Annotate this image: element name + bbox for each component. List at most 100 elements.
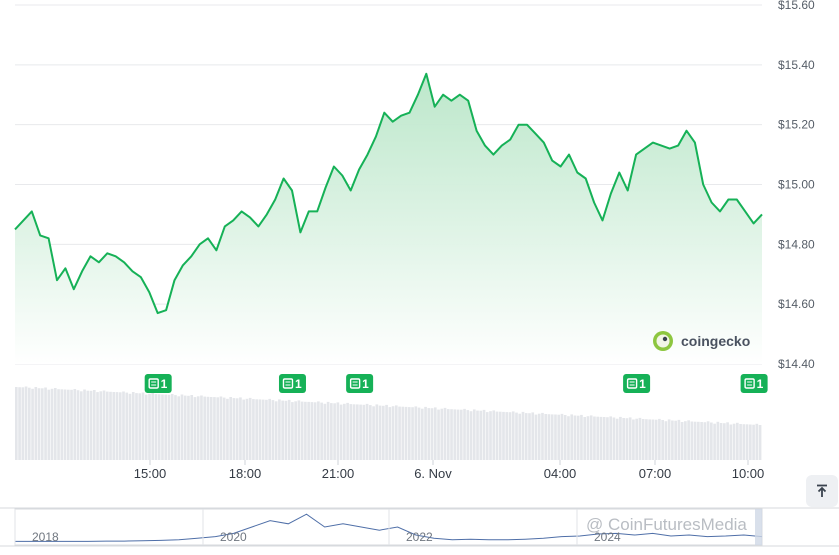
- x-tick-label: 04:00: [544, 466, 577, 481]
- volume-bar: [440, 408, 444, 460]
- volume-bar: [641, 419, 645, 460]
- volume-bar: [144, 394, 148, 460]
- volume-bar: [294, 401, 297, 460]
- volume-bar: [378, 405, 382, 460]
- volume-bar: [37, 388, 41, 460]
- volume-bar: [128, 393, 132, 460]
- volume-bar: [92, 390, 96, 460]
- volume-bar: [336, 402, 340, 460]
- volume-bar: [284, 400, 288, 460]
- news-badges[interactable]: 1 1 1 1 1: [144, 374, 768, 393]
- volume-bar: [157, 394, 161, 460]
- volume-bar: [297, 400, 301, 460]
- volume-bar: [742, 424, 746, 460]
- volume-bar: [729, 424, 733, 460]
- volume-bar: [453, 409, 457, 460]
- volume-bar: [537, 413, 541, 460]
- volume-bar: [183, 395, 187, 460]
- volume-bar: [395, 405, 398, 460]
- volume-bar: [580, 414, 583, 460]
- volume-bar: [502, 411, 505, 460]
- volume-bar: [658, 418, 661, 460]
- volume-bar: [654, 419, 658, 460]
- volume-bar: [109, 391, 112, 460]
- volume-bar: [196, 396, 200, 460]
- volume-bar: [427, 408, 431, 460]
- volume-bar: [524, 413, 528, 460]
- volume-bar: [148, 393, 151, 460]
- x-tick-label: 07:00: [639, 466, 672, 481]
- volume-bar: [232, 398, 236, 460]
- news-badge[interactable]: 1: [346, 374, 374, 393]
- volume-bar: [239, 397, 242, 460]
- y-tick-label: $15.60: [778, 0, 815, 12]
- volume-bar: [518, 413, 522, 460]
- volume-bar: [203, 396, 207, 460]
- volume-bar: [573, 415, 577, 460]
- volume-bar: [632, 419, 635, 460]
- volume-bar: [222, 397, 226, 460]
- navigator-tick-label: 2024: [594, 530, 621, 544]
- news-badge-count: 1: [295, 377, 302, 391]
- volume-bar: [31, 388, 34, 460]
- newspaper-icon: [282, 378, 294, 389]
- volume-bar: [716, 421, 720, 460]
- volume-bar: [450, 409, 453, 460]
- volume-bar: [596, 416, 600, 460]
- volume-bar: [388, 407, 392, 460]
- volume-bar: [589, 415, 593, 460]
- volume-bar: [151, 393, 155, 460]
- volume-bar: [706, 421, 710, 460]
- navigator[interactable]: 2018 2020 2022 2024: [0, 507, 839, 547]
- volume-bar: [411, 407, 414, 460]
- volume-bar: [674, 420, 677, 460]
- volume-bar: [96, 392, 99, 460]
- volume-bar: [164, 394, 168, 460]
- volume-bar: [209, 397, 213, 460]
- volume-bar: [190, 395, 194, 460]
- volume-bar: [599, 416, 603, 460]
- volume-bar: [541, 412, 544, 460]
- volume-bar: [443, 407, 447, 460]
- volume-bar: [430, 408, 434, 460]
- volume-bar: [50, 388, 54, 460]
- volume-bar: [664, 421, 668, 460]
- y-tick-label: $14.80: [778, 237, 815, 251]
- volume-bar: [66, 389, 70, 460]
- volume-bar: [645, 419, 648, 460]
- volume-bar: [274, 401, 278, 460]
- volume-bar: [391, 406, 395, 460]
- volume-bar: [161, 394, 164, 460]
- volume-bar: [719, 423, 723, 460]
- volume-bar: [690, 421, 694, 460]
- x-tick-label: 18:00: [229, 466, 262, 481]
- volume-bar: [476, 410, 479, 460]
- volume-bar: [489, 411, 492, 460]
- volume-bar: [466, 410, 470, 460]
- volume-bar: [369, 405, 372, 460]
- volume-bar: [135, 393, 138, 460]
- volume-bar: [606, 417, 609, 460]
- scroll-top-button[interactable]: [806, 475, 838, 507]
- news-badge[interactable]: 1: [623, 374, 651, 393]
- volume-bar: [291, 402, 294, 460]
- volume-bar: [346, 402, 349, 460]
- volume-bar: [60, 389, 64, 460]
- news-badge[interactable]: 1: [144, 374, 172, 393]
- news-badge[interactable]: 1: [740, 374, 768, 393]
- volume-bar: [261, 399, 265, 460]
- volume-bar: [456, 409, 460, 460]
- navigator-handle[interactable]: [755, 509, 762, 545]
- volume-bar: [44, 387, 47, 460]
- volume-bar: [219, 396, 223, 460]
- news-badge-count: 1: [639, 377, 646, 391]
- volume-bar: [700, 422, 703, 460]
- volume-bar: [534, 414, 538, 460]
- brand-name: coingecko: [681, 333, 750, 349]
- volume-bar: [710, 422, 713, 460]
- volume-bar: [339, 404, 343, 460]
- volume-bar: [567, 416, 570, 460]
- volume-bar: [420, 408, 424, 460]
- news-badge[interactable]: 1: [278, 374, 306, 393]
